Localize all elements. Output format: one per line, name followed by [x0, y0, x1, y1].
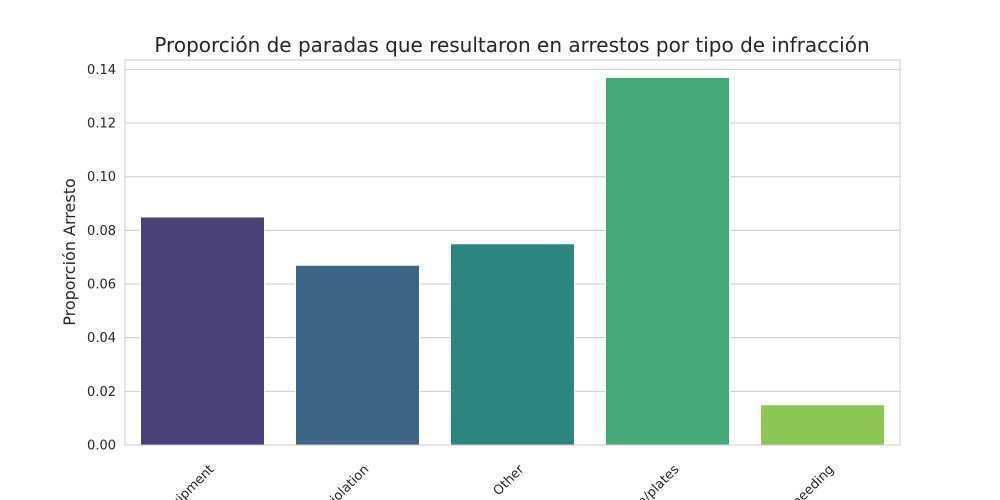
- y-axis-label: Proporción Arresto: [60, 178, 79, 326]
- y-tick-label: 0.00: [87, 439, 116, 454]
- bar-4: [605, 76, 730, 446]
- y-tick-label: 0.04: [87, 331, 116, 346]
- x-tick-label: n/plates: [635, 462, 683, 500]
- x-tick-label: violation: [322, 462, 372, 500]
- bar-2: [295, 264, 420, 446]
- plot-frame: [124, 59, 901, 446]
- bars: [140, 76, 885, 446]
- bar-1: [140, 216, 265, 446]
- y-tick-label: 0.08: [87, 224, 116, 239]
- x-tick-label: Other: [491, 462, 528, 499]
- y-axis-ticks: 0.00 0.02 0.04 0.06 0.08 0.10 0.12 0.14: [87, 63, 116, 454]
- x-tick-label: Speeding: [784, 462, 838, 500]
- y-tick-label: 0.12: [87, 117, 116, 132]
- y-tick-label: 0.10: [87, 170, 116, 185]
- chart-title: Proporción de paradas que resultaron en …: [154, 33, 869, 57]
- bar-5: [760, 404, 885, 446]
- y-tick-label: 0.02: [87, 385, 116, 400]
- x-axis-ticks: uipment violation Other n/plates Speeding: [168, 462, 837, 500]
- bar-3: [450, 243, 575, 446]
- y-tick-label: 0.14: [87, 63, 116, 78]
- x-tick-label: uipment: [168, 462, 217, 500]
- y-tick-label: 0.06: [87, 278, 116, 293]
